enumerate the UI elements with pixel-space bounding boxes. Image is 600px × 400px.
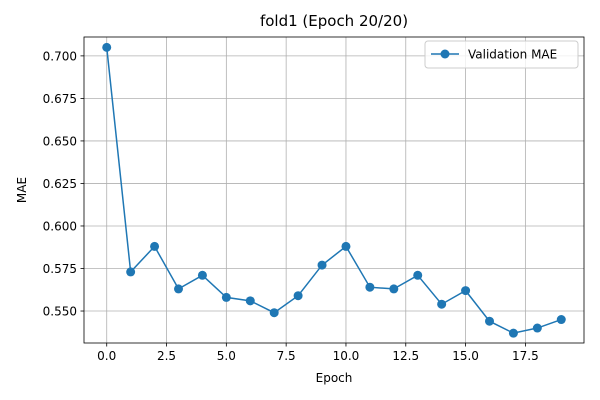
data-point [293, 291, 303, 301]
y-tick-label: 0.650 [43, 134, 77, 148]
y-tick-label: 0.700 [43, 49, 77, 63]
grid-lines [84, 37, 584, 343]
y-tick-label: 0.625 [43, 177, 77, 191]
data-point [389, 284, 399, 294]
data-point [532, 323, 542, 333]
y-axis-label: MAE [15, 177, 29, 203]
data-point [461, 286, 471, 296]
x-tick-label: 5.0 [217, 349, 236, 363]
legend-box [424, 40, 579, 69]
data-point [269, 308, 279, 318]
x-tick-label: 2.5 [157, 349, 176, 363]
data-point [150, 241, 160, 251]
data-point [173, 284, 183, 294]
chart-title: fold1 (Epoch 20/20) [260, 12, 408, 30]
x-tick-label: 10.0 [333, 349, 360, 363]
y-tick-label: 0.550 [43, 305, 77, 319]
x-tick-label: 17.5 [512, 349, 539, 363]
y-tick-label: 0.675 [43, 92, 77, 106]
y-tick-label: 0.575 [43, 262, 77, 276]
data-point [413, 270, 423, 280]
data-point [197, 270, 207, 280]
series-layer [102, 42, 566, 338]
series-line-validation-mae [105, 47, 562, 334]
data-point [221, 292, 231, 302]
x-tick-label: 12.5 [392, 349, 419, 363]
x-tick-label: 7.5 [277, 349, 296, 363]
legend: Validation MAE [424, 40, 579, 69]
legend-marker-swatch [440, 49, 450, 59]
x-tick-label: 15.0 [452, 349, 479, 363]
y-axis-ticks: 0.550 0.575 0.600 0.625 0.650 0.675 0.700 [43, 49, 84, 319]
data-point [485, 316, 495, 326]
x-tick-label: 0.0 [97, 349, 116, 363]
x-axis-label: Epoch [316, 371, 353, 385]
data-point [437, 299, 447, 309]
legend-label-validation-mae: Validation MAE [468, 48, 557, 62]
data-point [102, 42, 112, 52]
data-point [245, 296, 255, 306]
data-point [126, 267, 136, 277]
x-axis-ticks: 0.0 2.5 5.0 7.5 10.0 12.5 15.0 17.5 [97, 343, 539, 363]
y-tick-label: 0.600 [43, 219, 77, 233]
data-point [556, 315, 566, 325]
data-point [341, 241, 351, 251]
data-point [508, 328, 518, 338]
data-point [365, 282, 375, 292]
plot-frame [83, 36, 585, 344]
data-point [317, 260, 327, 270]
